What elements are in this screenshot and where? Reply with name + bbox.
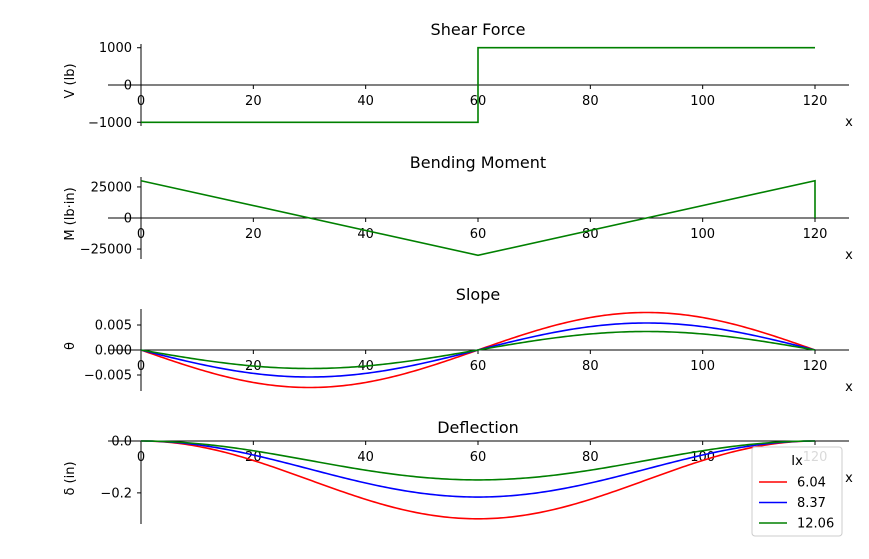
y-tick-label: 25000	[91, 180, 132, 195]
x-tick-label: 80	[582, 450, 599, 465]
panel-title: Shear Force	[431, 20, 526, 39]
x-tick-label: 100	[690, 94, 715, 109]
x-tick-label: 0	[137, 94, 145, 109]
series-line-8-37	[140, 440, 816, 498]
x-tick-label: 20	[245, 94, 262, 109]
x-axis-label: x	[845, 115, 853, 130]
x-tick-label: 40	[357, 94, 374, 109]
y-tick-label: 0.000	[95, 344, 132, 359]
x-tick-label: 120	[803, 94, 828, 109]
y-tick-label: −0.005	[84, 369, 132, 384]
y-tick-label: 0.005	[95, 319, 132, 334]
legend-title: Ix	[791, 454, 803, 469]
x-tick-label: 60	[470, 359, 487, 374]
x-tick-label: 60	[470, 450, 487, 465]
x-tick-label: 80	[582, 359, 599, 374]
x-tick-label: 100	[690, 227, 715, 242]
x-tick-label: 0	[137, 450, 145, 465]
x-tick-label: 100	[690, 359, 715, 374]
panel-title: Slope	[456, 285, 500, 304]
x-tick-label: 0	[137, 359, 145, 374]
series-line-1	[141, 46, 815, 124]
x-tick-label: 40	[357, 450, 374, 465]
legend-entry-label: 12.06	[797, 517, 834, 532]
x-tick-label: 120	[803, 359, 828, 374]
series-line-1	[140, 179, 816, 257]
y-tick-label: 0.0	[111, 435, 132, 450]
y-axis-label: V (lb)	[63, 63, 78, 98]
y-axis-label: δ (in)	[63, 461, 78, 495]
series-line-12-06	[140, 440, 816, 481]
series-line-6-04	[140, 440, 816, 520]
legend-frame	[751, 446, 843, 537]
x-axis-label: x	[845, 380, 853, 395]
x-tick-label: 60	[470, 227, 487, 242]
x-axis-label: x	[845, 248, 853, 263]
x-tick-label: 0	[137, 227, 145, 242]
x-tick-label: 80	[582, 94, 599, 109]
y-tick-label: −0.2	[100, 486, 132, 501]
legend-entry-label: 8.37	[797, 496, 826, 511]
legend-entry-label: 6.04	[797, 476, 826, 491]
panel-title: Bending Moment	[410, 153, 546, 172]
y-axis-label: M (lb·in)	[63, 187, 78, 240]
x-axis-label: x	[845, 471, 853, 486]
legend: Ix 6.04 8.37 12.06	[751, 446, 843, 537]
y-tick-label: 0	[124, 79, 132, 94]
x-tick-label: 120	[803, 227, 828, 242]
series-line-12-06	[140, 330, 816, 370]
y-tick-label: 1000	[99, 41, 132, 56]
x-tick-label: 20	[245, 227, 262, 242]
y-tick-label: −25000	[80, 243, 132, 258]
panel-title: Deflection	[437, 418, 519, 437]
y-tick-label: −1000	[88, 116, 132, 131]
y-axis-label: θ	[63, 342, 78, 350]
y-tick-label: 0	[124, 212, 132, 227]
